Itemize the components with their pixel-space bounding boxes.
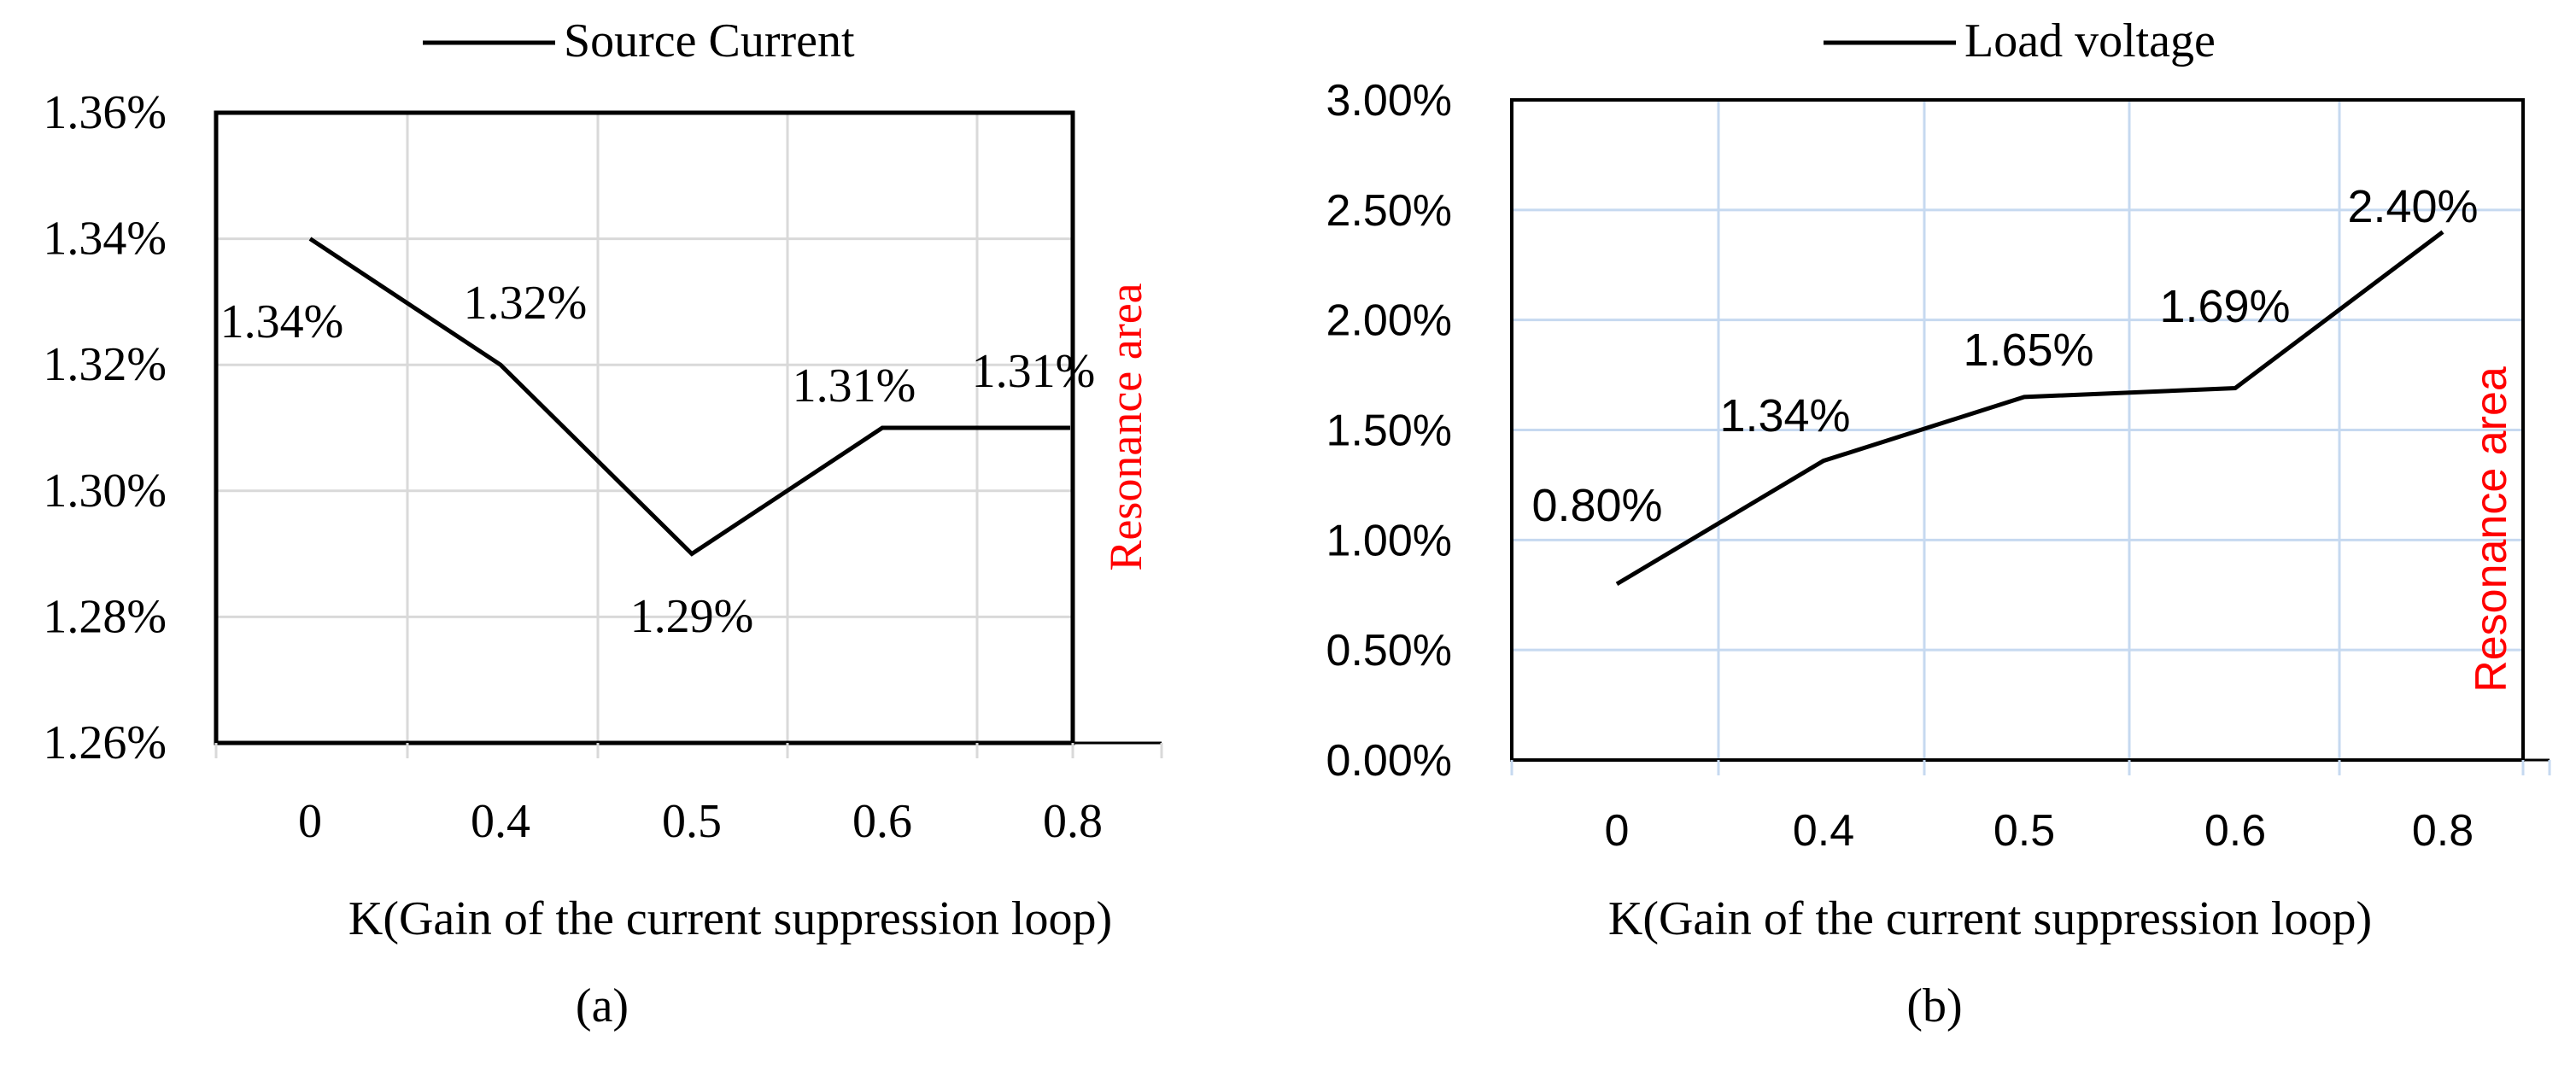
chart-a-x-tick-label: 0.5: [662, 795, 722, 848]
chart-a-y-tick-label: 1.32%: [43, 338, 167, 391]
chart-b-x-tick-label: 0: [1605, 806, 1630, 856]
chart-a-y-tick-label: 1.26%: [43, 716, 167, 769]
chart-a-data-label: 1.31%: [972, 345, 1096, 398]
chart-b-x-axis: [1510, 758, 2551, 775]
chart-a-panel-label: (a): [576, 979, 629, 1032]
chart-b-legend-label: Load voltage: [1964, 15, 2216, 67]
chart-b-panel-label: (b): [1906, 979, 1962, 1032]
chart-b-y-tick-label: 0.00%: [1326, 736, 1452, 786]
chart-a-data-label: 1.32%: [464, 277, 588, 330]
chart-a-x-tick-label: 0.8: [1043, 795, 1103, 848]
chart-a-x-tick-labels: 0 0.4 0.5 0.6 0.8: [298, 795, 1103, 848]
chart-a-gridlines: [216, 113, 1073, 743]
chart-a-annotation: Resonance area: [1100, 283, 1151, 570]
chart-a-data-label: 1.34%: [220, 295, 344, 348]
chart-a-y-tick-label: 1.34%: [43, 213, 167, 266]
chart-a-y-tick-label: 1.30%: [43, 465, 167, 517]
chart-b-x-tick-label: 0.8: [2412, 806, 2474, 856]
chart-b-x-tick-label: 0.6: [2204, 806, 2266, 856]
chart-a-x-tick-label: 0: [298, 795, 322, 848]
chart-b-y-tick-label: 0.50%: [1326, 626, 1452, 675]
chart-b-x-axis-label: K(Gain of the current suppression loop): [1608, 892, 2372, 945]
chart-b-series-line: [1615, 230, 2444, 587]
chart-b-y-tick-label: 2.00%: [1326, 296, 1452, 346]
chart-a: 1.26% 1.28% 1.30% 1.32% 1.34% 1.36% 0 0.4 0.5 0.…: [43, 15, 1163, 1032]
chart-a-data-labels: 1.34% 1.32% 1.29% 1.31% 1.31%: [220, 277, 1096, 643]
chart-a-y-tick-label: 1.36%: [43, 86, 167, 139]
chart-a-data-label: 1.29%: [630, 590, 754, 643]
chart-b-y-tick-label: 1.00%: [1326, 516, 1452, 565]
chart-a-x-tick-label: 0.6: [852, 795, 912, 848]
chart-b-data-label: 1.65%: [1963, 325, 2093, 376]
chart-b-data-label: 1.34%: [1719, 390, 1850, 441]
chart-b-x-tick-labels: 0 0.4 0.5 0.6 0.8: [1605, 806, 2474, 856]
chart-b-y-tick-label: 1.50%: [1326, 406, 1452, 456]
chart-b-x-tick-label: 0.5: [1993, 806, 2055, 856]
chart-b-y-tick-labels: 0.00% 0.50% 1.00% 1.50% 2.00% 2.50% 3.00%: [1326, 76, 1452, 786]
chart-a-y-tick-label: 1.28%: [43, 590, 167, 643]
chart-b-data-label: 2.40%: [2347, 181, 2478, 232]
chart-b: 0.00% 0.50% 1.00% 1.50% 2.00% 2.50% 3.00% 0 0.4…: [1326, 15, 2551, 1032]
chart-b-data-label: 1.69%: [2159, 281, 2290, 332]
chart-a-x-axis-label: K(Gain of the current suppression loop): [348, 892, 1112, 945]
chart-a-x-tick-label: 0.4: [471, 795, 530, 848]
chart-a-data-label: 1.31%: [793, 360, 916, 412]
chart-a-series-line: [308, 237, 1070, 557]
chart-a-y-tick-labels: 1.26% 1.28% 1.30% 1.32% 1.34% 1.36%: [43, 86, 167, 769]
chart-b-y-tick-label: 2.50%: [1326, 186, 1452, 236]
chart-b-data-label: 0.80%: [1531, 480, 1662, 531]
chart-b-data-labels: 0.80% 1.34% 1.65% 1.69% 2.40%: [1531, 181, 2478, 531]
chart-b-y-tick-label: 3.00%: [1326, 76, 1452, 126]
chart-a-legend-label: Source Current: [564, 15, 855, 67]
chart-b-annotation: Resonance area: [2467, 366, 2516, 693]
chart-b-x-tick-label: 0.4: [1793, 806, 1854, 856]
chart-a-x-axis: [214, 741, 1163, 758]
